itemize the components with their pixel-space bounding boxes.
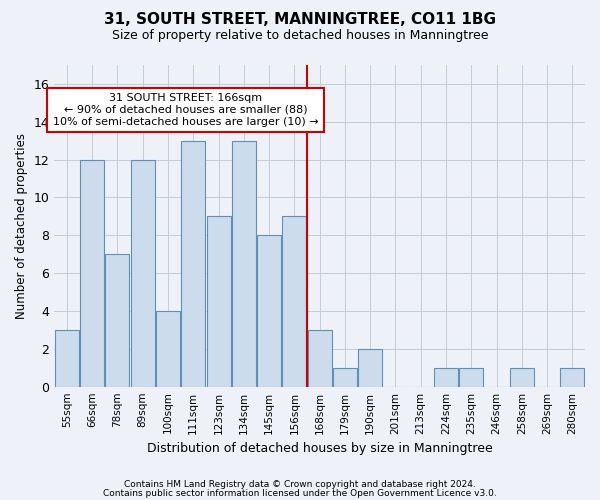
Text: Contains public sector information licensed under the Open Government Licence v3: Contains public sector information licen…: [103, 488, 497, 498]
Bar: [80, 160, 104, 386]
Bar: [434, 368, 458, 386]
Bar: [308, 330, 332, 386]
Text: 31 SOUTH STREET: 166sqm
← 90% of detached houses are smaller (88)
10% of semi-de: 31 SOUTH STREET: 166sqm ← 90% of detache…: [53, 94, 319, 126]
Y-axis label: Number of detached properties: Number of detached properties: [15, 133, 28, 319]
Bar: [283, 216, 307, 386]
Bar: [106, 254, 130, 386]
X-axis label: Distribution of detached houses by size in Manningtree: Distribution of detached houses by size …: [147, 442, 493, 455]
Bar: [459, 368, 483, 386]
Bar: [333, 368, 357, 386]
Bar: [206, 216, 230, 386]
Bar: [358, 349, 382, 387]
Text: 31, SOUTH STREET, MANNINGTREE, CO11 1BG: 31, SOUTH STREET, MANNINGTREE, CO11 1BG: [104, 12, 496, 28]
Bar: [510, 368, 534, 386]
Bar: [257, 236, 281, 386]
Text: Size of property relative to detached houses in Manningtree: Size of property relative to detached ho…: [112, 29, 488, 42]
Bar: [55, 330, 79, 386]
Bar: [560, 368, 584, 386]
Bar: [181, 140, 205, 386]
Bar: [232, 140, 256, 386]
Bar: [156, 311, 180, 386]
Text: Contains HM Land Registry data © Crown copyright and database right 2024.: Contains HM Land Registry data © Crown c…: [124, 480, 476, 489]
Bar: [131, 160, 155, 386]
